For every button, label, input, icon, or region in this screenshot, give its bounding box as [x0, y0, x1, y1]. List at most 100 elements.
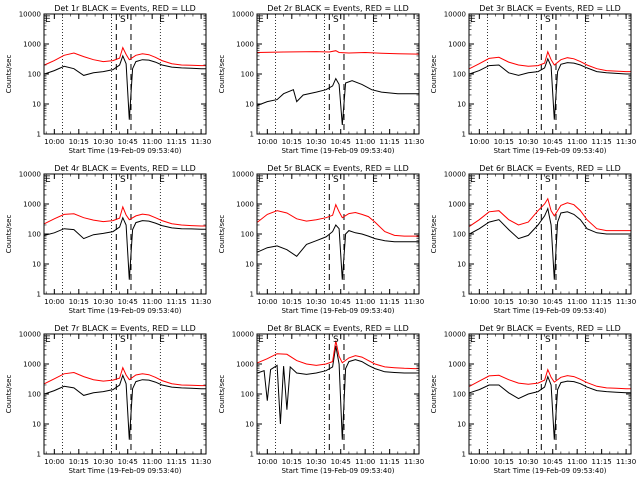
time-marker-e: E [584, 15, 590, 25]
time-marker-s: S [545, 335, 551, 345]
x-tick-label: 10:45 [118, 298, 138, 306]
x-tick-label: 10:15 [494, 298, 514, 306]
x-tick-label: 11:00 [567, 138, 587, 146]
x-tick-label: 11:15 [592, 458, 612, 466]
x-axis-label: Start Time (19-Feb-09 09:53:40) [493, 147, 606, 155]
y-tick-label: 1 [37, 451, 41, 459]
chart-title: Det 5r BLACK = Events, RED = LLD [267, 164, 409, 173]
x-tick-label: 10:00 [44, 458, 64, 466]
time-marker-e: E [45, 335, 51, 345]
chart-panel-9: Det 9r BLACK = Events, RED = LLD 1 10 100 10… [430, 324, 636, 475]
y-tick-label: 100 [28, 391, 41, 399]
x-tick-label: 10:30 [306, 458, 326, 466]
x-axis-label: Start Time (19-Feb-09 09:53:40) [281, 147, 394, 155]
time-marker-s: S [545, 15, 551, 25]
time-marker-s: S [333, 15, 339, 25]
y-tick-label: 10000 [232, 11, 254, 19]
x-tick-label: 11:00 [355, 458, 375, 466]
chart-title: Det 7r BLACK = Events, RED = LLD [54, 324, 196, 333]
y-tick-label: 100 [453, 71, 466, 79]
time-marker-s: S [545, 175, 551, 185]
y-tick-label: 10 [457, 421, 466, 429]
series-line-lld [469, 50, 631, 73]
series-line-lld [257, 203, 419, 237]
y-axis-label: Counts/sec [5, 55, 13, 94]
series-line-lld [257, 340, 419, 370]
series-line-lld [257, 50, 420, 55]
x-tick-label: 11:00 [142, 458, 162, 466]
x-tick-label: 11:30 [404, 138, 424, 146]
y-axis-label: Counts/sec [5, 215, 13, 254]
time-marker-e: E [584, 335, 590, 345]
x-tick-label: 10:45 [331, 298, 351, 306]
x-tick-label: 10:15 [282, 458, 302, 466]
x-tick-label: 11:30 [404, 298, 424, 306]
x-tick-label: 10:45 [118, 458, 138, 466]
plot-frame [43, 13, 207, 135]
x-axis-label: Start Time (19-Feb-09 09:53:40) [281, 307, 394, 315]
x-tick-label: 11:15 [380, 298, 400, 306]
time-marker-e: E [45, 15, 51, 25]
series-line-lld [469, 197, 631, 232]
y-tick-label: 1000 [236, 361, 254, 369]
y-tick-label: 10000 [444, 331, 466, 339]
y-tick-label: 10 [245, 101, 254, 109]
x-tick-label: 10:15 [494, 138, 514, 146]
x-tick-label: 10:45 [118, 138, 138, 146]
y-tick-label: 1 [462, 131, 466, 139]
x-axis-label: Start Time (19-Feb-09 09:53:40) [68, 467, 181, 475]
x-tick-label: 11:30 [191, 298, 211, 306]
time-marker-e: E [470, 175, 476, 185]
x-tick-label: 11:00 [567, 298, 587, 306]
series-line-lld [44, 46, 206, 67]
time-marker-e: E [258, 335, 264, 345]
x-tick-label: 10:45 [543, 298, 563, 306]
x-tick-label: 11:15 [167, 458, 187, 466]
time-marker-s: S [120, 335, 126, 345]
chart-panel-1: Det 1r BLACK = Events, RED = LLD 1 10 100 10… [5, 4, 211, 155]
x-tick-label: 11:00 [142, 298, 162, 306]
x-tick-label: 10:15 [282, 138, 302, 146]
y-tick-label: 100 [453, 231, 466, 239]
y-axis-label: Counts/sec [5, 375, 13, 414]
chart-title: Det 2r BLACK = Events, RED = LLD [267, 4, 409, 13]
y-tick-label: 1 [462, 451, 466, 459]
y-tick-label: 10 [245, 261, 254, 269]
y-tick-label: 10 [457, 261, 466, 269]
series-line-lld [44, 366, 206, 387]
x-tick-label: 11:00 [567, 458, 587, 466]
y-tick-label: 1000 [23, 41, 41, 49]
plot-frame [468, 13, 632, 135]
series-line-events [44, 54, 206, 120]
x-tick-label: 10:30 [518, 298, 538, 306]
time-marker-e: E [372, 175, 378, 185]
time-marker-e: E [258, 175, 264, 185]
plot-frame [468, 333, 632, 455]
y-tick-label: 1000 [236, 41, 254, 49]
x-tick-label: 11:00 [355, 138, 375, 146]
x-tick-label: 10:30 [93, 138, 113, 146]
x-tick-label: 10:30 [518, 458, 538, 466]
y-tick-label: 10000 [444, 11, 466, 19]
y-tick-label: 100 [28, 71, 41, 79]
time-marker-e: E [45, 175, 51, 185]
y-tick-label: 10 [457, 101, 466, 109]
time-marker-s: S [333, 335, 339, 345]
y-tick-label: 1000 [23, 201, 41, 209]
x-tick-label: 11:15 [592, 298, 612, 306]
chart-title: Det 8r BLACK = Events, RED = LLD [267, 324, 409, 333]
time-marker-e: E [584, 175, 590, 185]
time-marker-e: E [470, 15, 476, 25]
plot-frame [256, 13, 420, 135]
series-line-events [44, 373, 206, 440]
series-line-events [257, 224, 419, 280]
y-tick-label: 100 [241, 231, 254, 239]
series-line-events [257, 77, 419, 126]
x-tick-label: 11:30 [616, 138, 636, 146]
series-line-events [257, 345, 419, 440]
time-marker-e: E [372, 335, 378, 345]
x-tick-label: 11:00 [142, 138, 162, 146]
x-tick-label: 10:45 [543, 138, 563, 146]
x-tick-label: 11:00 [355, 298, 375, 306]
